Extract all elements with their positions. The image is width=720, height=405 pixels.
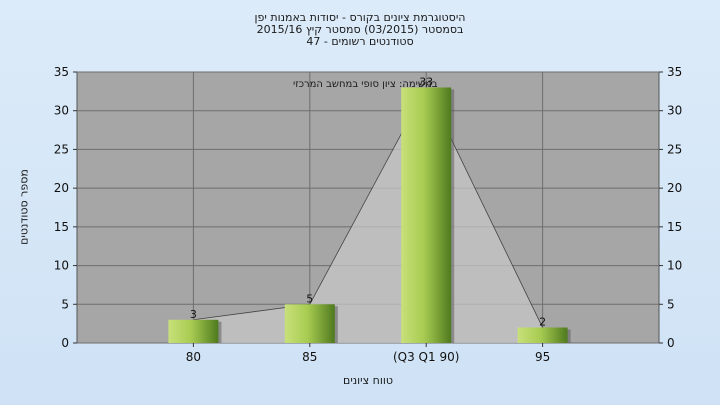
bar-data-label-0: 3 [190,308,197,321]
y-tick-label-left-4: 20 [54,181,69,195]
y-tick-label-right-4: 20 [667,181,682,195]
y-tick-label-right-0: 0 [667,336,675,350]
bar-1 [284,304,335,343]
x-tick-label-3: 95 [535,350,550,364]
y-tick-label-left-0: 0 [61,336,69,350]
y-tick-label-right-5: 25 [667,142,682,156]
bar-data-label-3: 2 [539,316,546,329]
y-tick-label-left-7: 35 [54,65,69,79]
y-tick-label-left-1: 5 [61,297,69,311]
y-tick-label-left-6: 30 [54,104,69,118]
bar-2 [401,87,452,343]
x-tick-label-2: (Q3 Q1 90) [393,350,459,364]
bar-0 [168,319,219,343]
bar-3 [517,327,568,343]
chart-annotation: במשימה: ציון סופי במחשב המרכזי [293,79,438,90]
bar-data-label-2: 33 [419,75,433,88]
y-tick-label-left-3: 15 [54,220,69,234]
y-tick-label-left-2: 10 [54,259,69,273]
y-tick-label-right-7: 35 [667,65,682,79]
y-tick-label-right-2: 10 [667,259,682,273]
y-axis-label: מספר סטודנטים [17,169,31,245]
y-tick-label-right-1: 5 [667,297,675,311]
y-tick-label-right-3: 15 [667,220,682,234]
chart-title-line-3: סטודנטים רשומים - 47 [306,35,414,48]
chart-title-line-1: היסטוגרמת ציונים בקורס - יסודות באמנות י… [254,11,466,24]
y-tick-label-right-6: 30 [667,104,682,118]
chart-title-line-2: בסמסטר (03/2015) סמסטר קיץ 2015/16 [256,23,464,36]
x-axis-label: טווח ציונים [343,374,393,387]
bar-data-label-1: 5 [306,292,313,305]
distribution-line [193,86,543,328]
x-tick-label-1: 85 [302,350,317,364]
y-tick-label-left-5: 25 [54,142,69,156]
distribution-area [193,87,543,343]
x-tick-label-0: 80 [186,350,201,364]
